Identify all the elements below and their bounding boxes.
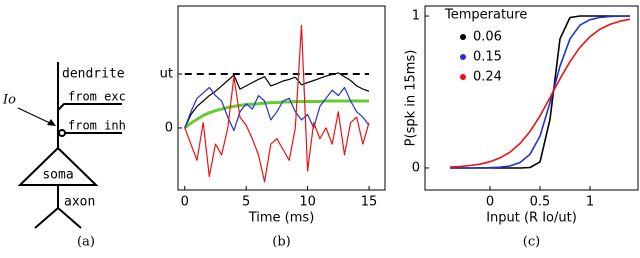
input-arrow xyxy=(17,107,53,125)
legend-marker xyxy=(460,74,466,80)
legend-label: 0.06 xyxy=(473,30,502,45)
series-line xyxy=(184,72,370,129)
axon-right xyxy=(57,207,82,229)
legend-label: 0.24 xyxy=(473,70,502,85)
legend-marker xyxy=(460,34,466,40)
arrow-head xyxy=(47,119,56,126)
label: Io xyxy=(2,93,16,108)
caption: (b) xyxy=(272,235,290,250)
plot-frame xyxy=(177,5,386,191)
caption: (a) xyxy=(77,235,95,250)
series-line xyxy=(449,18,631,168)
x-tick-label: 15 xyxy=(361,195,378,210)
legend-label: 0.15 xyxy=(473,50,502,65)
caption: (c) xyxy=(523,235,540,250)
y-tick-label: 1 xyxy=(412,9,420,24)
x-tick-label: 0.5 xyxy=(530,195,551,210)
y-tick-label: ut xyxy=(160,66,173,81)
label: soma xyxy=(42,168,73,183)
x-axis-label: Input (R Io/ut) xyxy=(486,211,577,226)
series-line xyxy=(183,99,369,130)
x-tick-label: 10 xyxy=(299,195,316,210)
legend-title: Temperature xyxy=(444,8,527,23)
y-tick-label: 0 xyxy=(412,160,420,175)
x-tick-label: 5 xyxy=(242,195,250,210)
series-line xyxy=(450,15,631,169)
x-tick-label: 0 xyxy=(181,195,189,210)
series-line xyxy=(184,86,370,132)
y-tick-label: 0 xyxy=(165,120,173,135)
x-axis-label: Time (ms) xyxy=(248,211,315,226)
y-axis-label: P(spk in 15ms) xyxy=(404,50,419,147)
x-tick-label: 1 xyxy=(586,195,594,210)
neuron-diagram xyxy=(17,62,122,229)
axon-left xyxy=(34,185,59,229)
series-line xyxy=(184,24,370,183)
inh-synapse xyxy=(58,129,66,137)
label: from exc xyxy=(68,90,126,104)
label: from inh xyxy=(68,119,126,133)
plot-frame xyxy=(424,5,639,191)
label: dendrite xyxy=(62,67,125,82)
legend-marker xyxy=(460,54,466,60)
label: axon xyxy=(64,195,95,210)
exc-branch xyxy=(57,103,122,111)
x-tick-label: 0 xyxy=(486,195,494,210)
